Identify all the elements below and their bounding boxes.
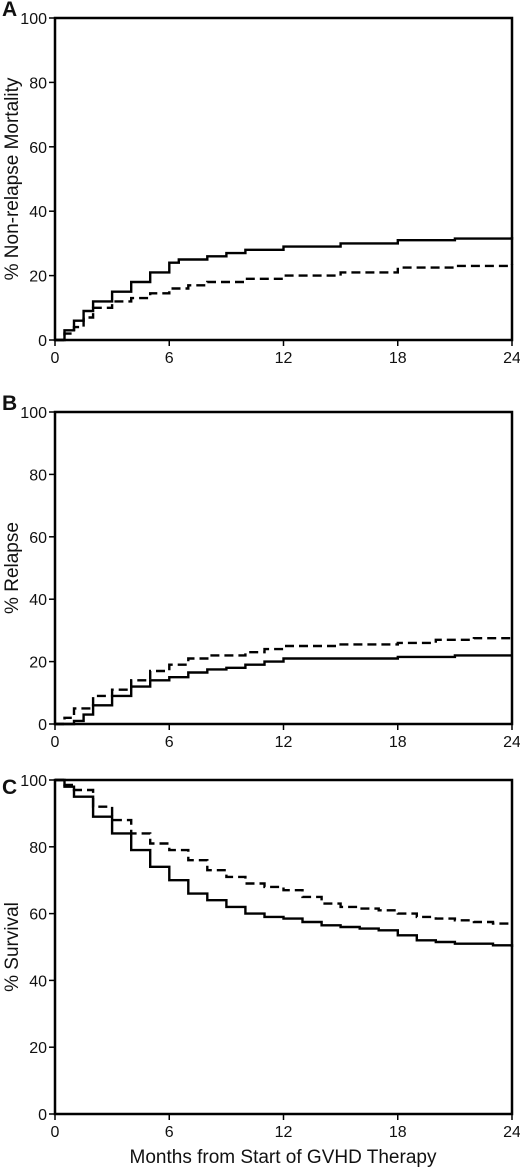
x-tick-label-c-24: 24	[503, 1124, 520, 1141]
y-tick-label-c-20: 20	[29, 1040, 47, 1057]
y-tick-label-b-40: 40	[29, 592, 47, 609]
y-tick-label-c-100: 100	[20, 773, 47, 790]
y-tick-label-b-20: 20	[29, 655, 47, 672]
y-tick-label-b-100: 100	[20, 405, 47, 422]
panel-letter-c: C	[2, 776, 17, 799]
x-tick-label-b-12: 12	[275, 734, 293, 751]
x-axis-label: Months from Start of GVHD Therapy	[130, 1147, 437, 1168]
x-tick-label-a-18: 18	[389, 350, 407, 367]
x-tick-label-a-24: 24	[503, 350, 520, 367]
y-tick-label-b-0: 0	[38, 717, 47, 734]
series-solid-b	[55, 654, 512, 726]
plot-frame-b	[53, 410, 514, 726]
x-tick-label-b-24: 24	[503, 734, 520, 751]
y-axis-label-c: % Survival	[2, 902, 23, 992]
series-dashed-c	[55, 778, 512, 925]
y-tick-label-b-80: 80	[29, 467, 47, 484]
series-dashed-b	[55, 637, 512, 726]
series-solid-a	[55, 237, 514, 342]
y-tick-label-a-40: 40	[29, 204, 47, 221]
y-axis-label-a: % Non-relapse Mortality	[2, 77, 23, 280]
x-tick-label-a-12: 12	[275, 350, 293, 367]
panel-letter-a: A	[2, 0, 17, 21]
x-tick-label-a-0: 0	[51, 350, 60, 367]
y-tick-label-c-60: 60	[29, 907, 47, 924]
panel-letter-b: B	[2, 392, 17, 415]
y-tick-label-c-0: 0	[38, 1107, 47, 1124]
y-tick-label-c-80: 80	[29, 840, 47, 857]
plot-frame-c	[53, 778, 514, 1116]
x-tick-label-c-6: 6	[165, 1124, 174, 1141]
series-solid-c	[55, 778, 514, 947]
series-dashed-a	[55, 264, 514, 342]
x-tick-label-b-0: 0	[51, 734, 60, 751]
y-axis-label-b: % Relapse	[2, 522, 23, 614]
y-tick-label-b-60: 60	[29, 530, 47, 547]
x-tick-label-b-6: 6	[165, 734, 174, 751]
y-tick-label-a-100: 100	[20, 11, 47, 28]
x-tick-label-c-0: 0	[51, 1124, 60, 1141]
y-tick-label-a-0: 0	[38, 333, 47, 350]
y-tick-label-a-80: 80	[29, 75, 47, 92]
x-tick-label-c-18: 18	[389, 1124, 407, 1141]
y-tick-label-a-20: 20	[29, 269, 47, 286]
y-tick-label-c-40: 40	[29, 973, 47, 990]
y-tick-label-a-60: 60	[29, 140, 47, 157]
x-tick-label-c-12: 12	[275, 1124, 293, 1141]
x-tick-label-b-18: 18	[389, 734, 407, 751]
x-tick-label-a-6: 6	[165, 350, 174, 367]
